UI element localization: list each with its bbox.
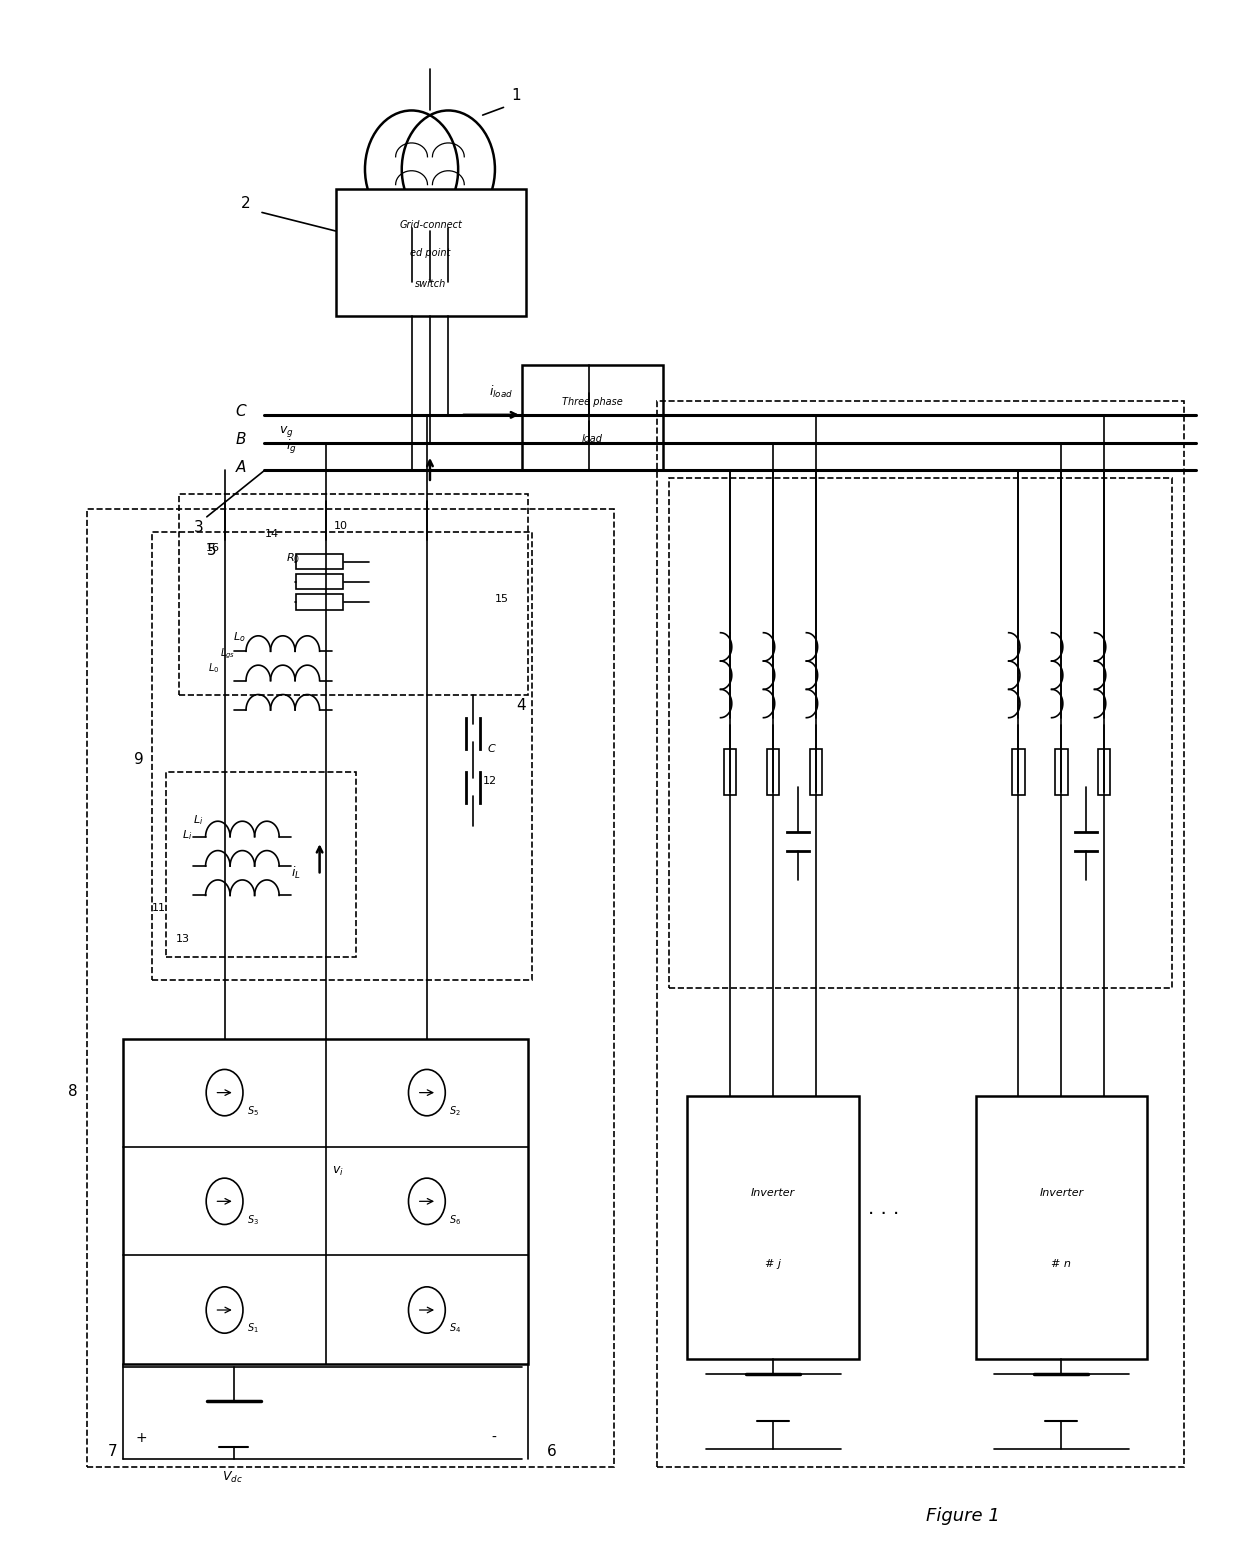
Text: 11: 11 <box>151 903 166 914</box>
Bar <box>296 594 343 610</box>
Text: 3: 3 <box>193 521 203 535</box>
Text: $L_i$: $L_i$ <box>182 828 192 842</box>
Text: # j: # j <box>765 1260 781 1269</box>
Text: 7: 7 <box>108 1444 117 1459</box>
Bar <box>522 365 663 471</box>
Text: C: C <box>487 744 495 753</box>
Text: 10: 10 <box>335 521 348 532</box>
Text: $i_g$: $i_g$ <box>286 438 298 457</box>
Text: 4: 4 <box>516 698 526 712</box>
Text: A: A <box>236 460 246 475</box>
Bar <box>179 494 528 694</box>
Text: 13: 13 <box>176 934 190 943</box>
Text: $L_0$: $L_0$ <box>208 661 219 675</box>
Bar <box>810 748 822 795</box>
Text: $i_L$: $i_L$ <box>291 865 301 881</box>
Text: 14: 14 <box>264 529 279 539</box>
Bar <box>124 1040 528 1364</box>
Text: -: - <box>491 1431 496 1445</box>
Text: $S_5$: $S_5$ <box>247 1104 259 1118</box>
Text: load: load <box>582 433 603 444</box>
Text: 16: 16 <box>206 543 219 553</box>
Text: · · ·: · · · <box>868 1205 899 1224</box>
Bar <box>976 1096 1147 1359</box>
Text: $i_{load}$: $i_{load}$ <box>489 385 513 401</box>
Text: $S_4$: $S_4$ <box>449 1322 461 1336</box>
Text: $L_i$: $L_i$ <box>193 812 203 826</box>
Text: C: C <box>236 404 246 419</box>
Text: $L_{gs}$: $L_{gs}$ <box>221 647 236 661</box>
Bar <box>670 479 1172 988</box>
Bar <box>296 553 343 569</box>
Text: $v_g$: $v_g$ <box>279 424 294 440</box>
Text: ed point: ed point <box>410 248 451 257</box>
Text: $L_o$: $L_o$ <box>233 630 246 644</box>
Text: $R_0$: $R_0$ <box>286 552 300 566</box>
Text: 6: 6 <box>547 1444 557 1459</box>
Bar <box>151 532 532 981</box>
Text: $S_1$: $S_1$ <box>247 1322 258 1336</box>
Bar <box>336 189 526 316</box>
Text: $V_{dc}$: $V_{dc}$ <box>222 1470 242 1486</box>
Text: 5: 5 <box>207 544 217 558</box>
Bar <box>296 574 343 589</box>
Text: Three phase: Three phase <box>562 398 622 407</box>
Text: Figure 1: Figure 1 <box>926 1508 1001 1525</box>
Text: $S_3$: $S_3$ <box>247 1213 259 1227</box>
Text: # n: # n <box>1052 1260 1071 1269</box>
Text: $S_2$: $S_2$ <box>449 1104 461 1118</box>
Text: Inverter: Inverter <box>1039 1188 1084 1197</box>
Text: 1: 1 <box>511 87 521 103</box>
Bar <box>768 748 780 795</box>
Bar <box>87 510 614 1467</box>
Text: Grid-connect: Grid-connect <box>399 220 463 229</box>
Text: switch: switch <box>415 279 446 290</box>
Text: 8: 8 <box>68 1084 78 1099</box>
Text: Inverter: Inverter <box>751 1188 795 1197</box>
Bar <box>1055 748 1068 795</box>
Bar <box>1012 748 1024 795</box>
Bar <box>1099 748 1111 795</box>
Bar <box>166 772 356 957</box>
Text: +: + <box>135 1431 148 1445</box>
Bar <box>724 748 737 795</box>
Text: B: B <box>236 432 246 447</box>
Text: 9: 9 <box>134 751 144 767</box>
Text: 2: 2 <box>242 196 250 210</box>
Text: $v_i$: $v_i$ <box>332 1165 343 1177</box>
Bar <box>657 401 1184 1467</box>
Text: $S_6$: $S_6$ <box>449 1213 461 1227</box>
Bar <box>687 1096 859 1359</box>
Text: 15: 15 <box>495 594 508 603</box>
Text: 12: 12 <box>482 776 497 786</box>
